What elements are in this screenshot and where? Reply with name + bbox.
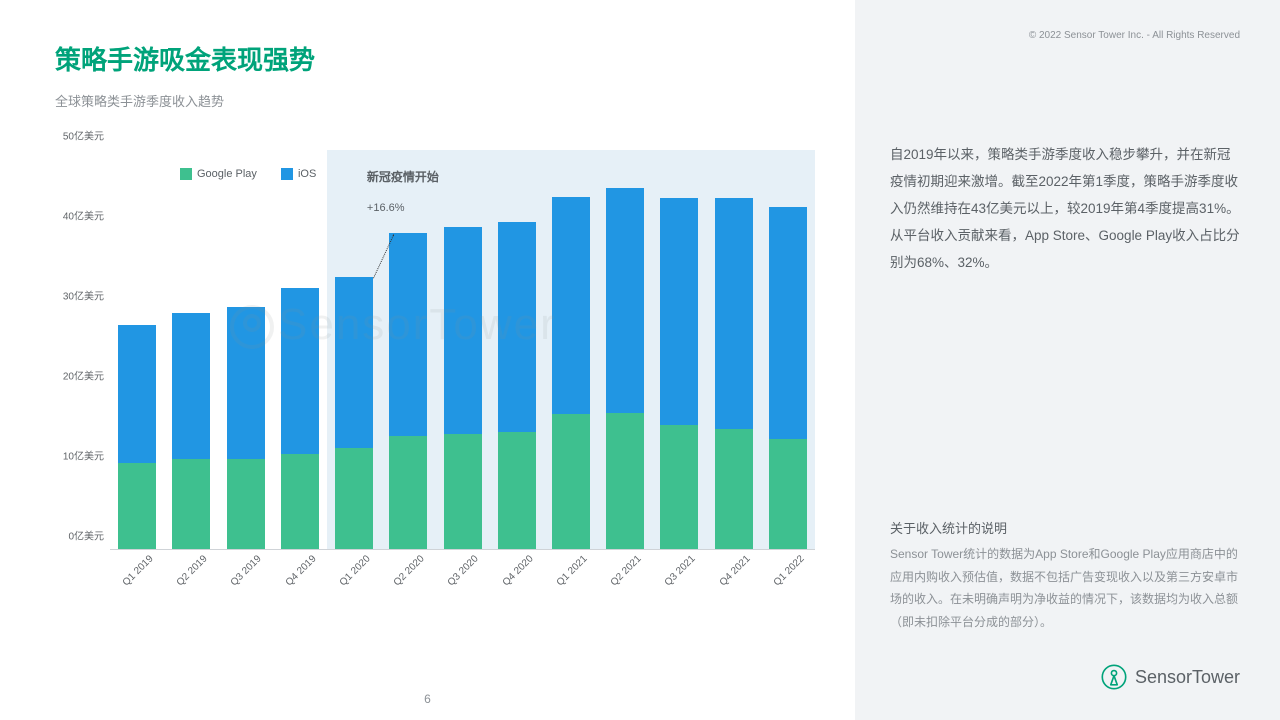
bar-segment-ios (281, 288, 319, 454)
note-title: 关于收入统计的说明 (890, 518, 1240, 537)
bar-segment-google-play (606, 413, 644, 549)
bar-stack (552, 197, 590, 549)
bar-segment-ios (227, 307, 265, 458)
note-body: Sensor Tower统计的数据为App Store和Google Play应… (890, 543, 1240, 634)
x-tick-label: Q1 2022 (766, 548, 854, 636)
bar-stack (172, 313, 210, 549)
bar-segment-google-play (118, 463, 156, 549)
bar-segment-google-play (335, 448, 373, 549)
y-tick-label: 20亿美元 (63, 368, 104, 383)
bar-stack (389, 233, 427, 549)
legend-swatch (281, 168, 293, 180)
bar-stack (118, 325, 156, 549)
bar-stack (715, 198, 753, 549)
bar-stack (227, 307, 265, 549)
bar-segment-ios (660, 198, 698, 425)
revenue-chart: 0亿美元10亿美元20亿美元30亿美元40亿美元50亿美元 SensorTowe… (55, 150, 815, 620)
description-paragraph: 自2019年以来，策略类手游季度收入稳步攀升，并在新冠疫情初期迎来激增。截至20… (890, 141, 1240, 276)
bar-segment-google-play (498, 432, 536, 549)
bar-stack (281, 288, 319, 549)
bar-segment-google-play (227, 459, 265, 549)
bar-segment-ios (444, 227, 482, 433)
tower-icon (1101, 664, 1127, 690)
bar-segment-google-play (715, 429, 753, 549)
page-subtitle: 全球策略类手游季度收入趋势 (55, 91, 815, 110)
bar-segment-ios (498, 222, 536, 432)
bar-segment-google-play (660, 425, 698, 549)
bar-stack (660, 198, 698, 549)
bar-segment-ios (606, 188, 644, 413)
chart-legend: Google Play iOS (180, 168, 316, 180)
bar-stack (769, 207, 807, 549)
bar-segment-ios (769, 207, 807, 439)
logo-text: SensorTower (1135, 667, 1240, 688)
bar-segment-google-play (769, 439, 807, 549)
legend-item: iOS (281, 168, 316, 180)
bar-segment-ios (715, 198, 753, 429)
page-title: 策略手游吸金表现强势 (55, 40, 815, 77)
y-tick-label: 10亿美元 (63, 448, 104, 463)
y-tick-label: 0亿美元 (68, 528, 104, 543)
y-tick-label: 30亿美元 (63, 288, 104, 303)
page-number: 6 (0, 692, 855, 706)
bar-stack (335, 277, 373, 549)
copyright-text: © 2022 Sensor Tower Inc. - All Rights Re… (890, 30, 1240, 41)
bar-segment-google-play (389, 436, 427, 549)
bar-segment-ios (552, 197, 590, 414)
bar-segment-ios (118, 325, 156, 463)
legend-swatch (180, 168, 192, 180)
bar-segment-ios (335, 277, 373, 448)
brand-logo: SensorTower (890, 664, 1240, 690)
y-tick-label: 50亿美元 (63, 128, 104, 143)
bar-segment-google-play (281, 454, 319, 549)
bar-segment-ios (389, 233, 427, 436)
bar-segment-google-play (444, 434, 482, 549)
y-tick-label: 40亿美元 (63, 208, 104, 223)
annotation-percent: +16.6% (367, 202, 405, 214)
legend-item: Google Play (180, 168, 257, 180)
bar-stack (606, 188, 644, 549)
bar-segment-google-play (552, 414, 590, 549)
annotation-title: 新冠疫情开始 (367, 168, 439, 185)
bar-segment-ios (172, 313, 210, 459)
bar-stack (498, 222, 536, 549)
bar-segment-google-play (172, 459, 210, 549)
bar-stack (444, 227, 482, 549)
